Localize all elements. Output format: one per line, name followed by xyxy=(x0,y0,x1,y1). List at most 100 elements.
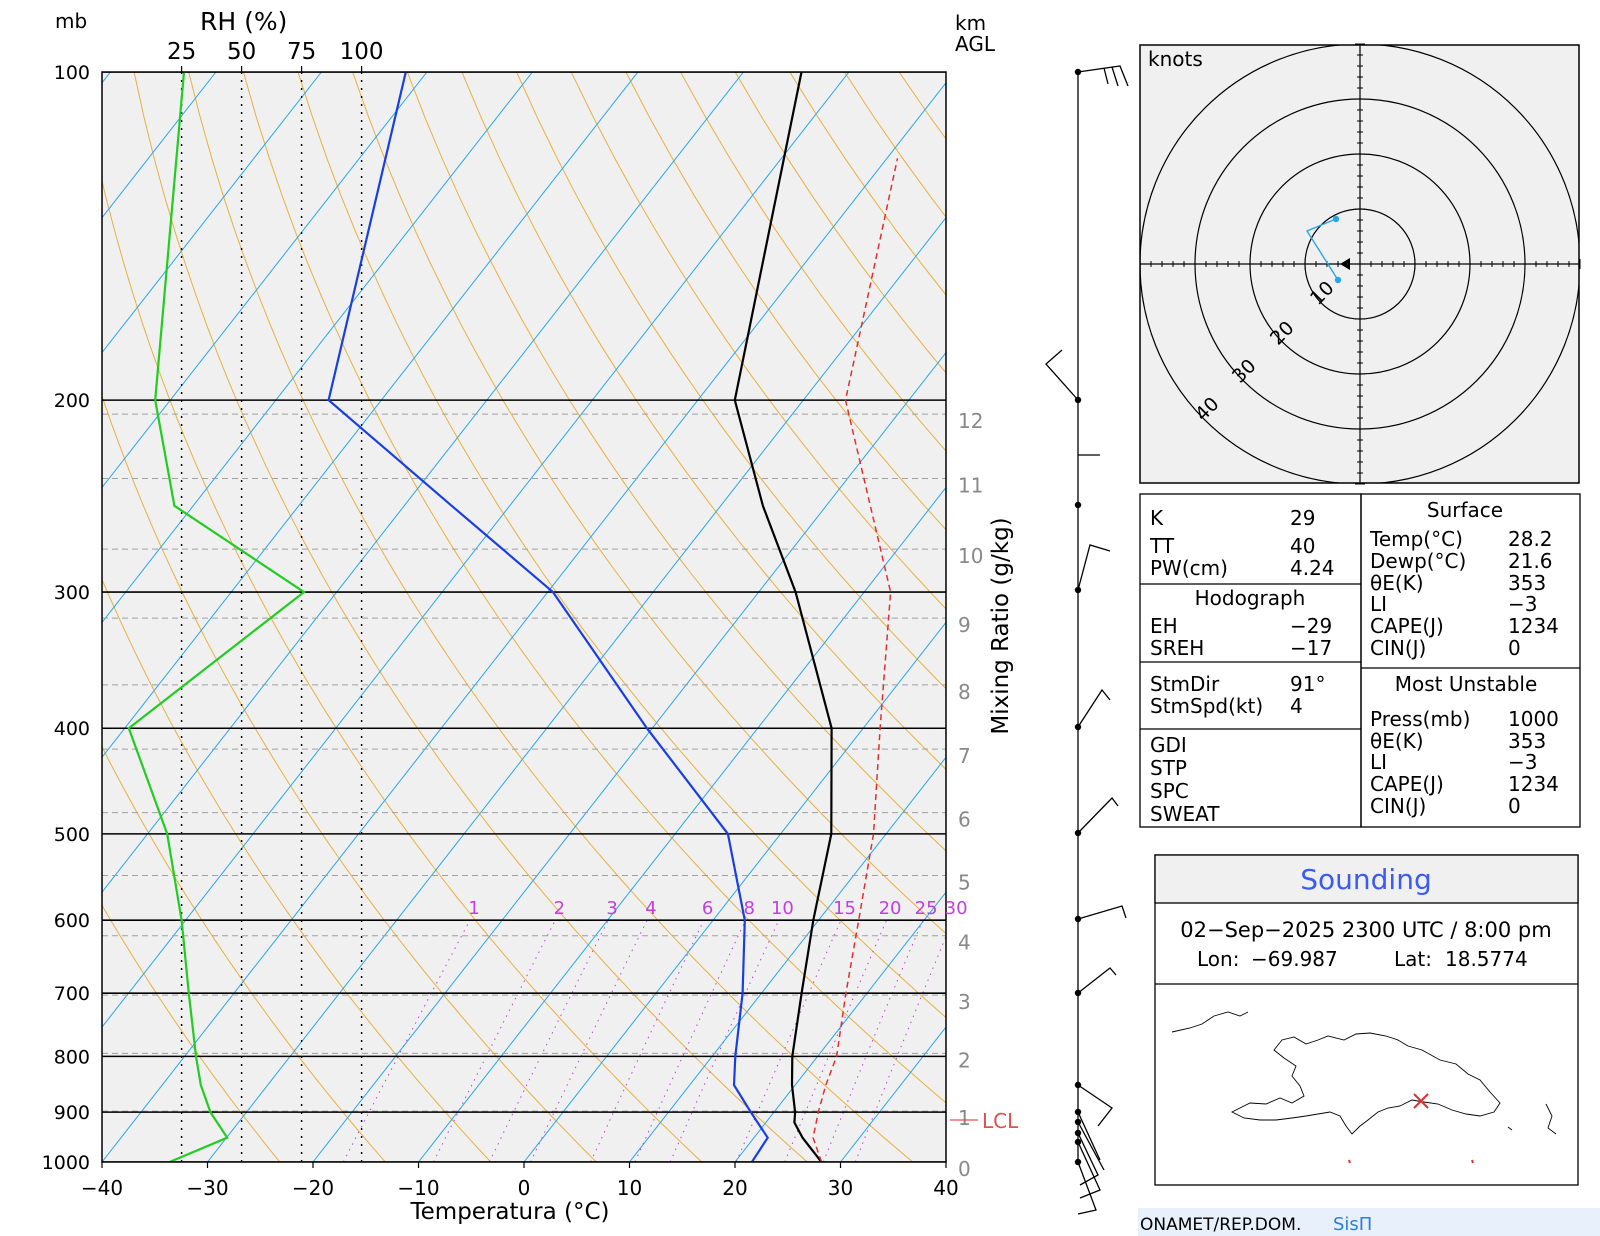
mixing-ratio-label: 15 xyxy=(833,898,856,919)
mu-label-thetae: θE(K) xyxy=(1370,729,1424,753)
hodograph-panel: knots 10 20 30 40 xyxy=(1139,43,1581,485)
x-tick-label: 10 xyxy=(617,1176,642,1200)
dry-adiabat xyxy=(570,72,946,610)
lon-label: Lon: xyxy=(1197,947,1239,971)
isotherm xyxy=(734,891,946,1162)
hispaniola-map xyxy=(1171,1011,1557,1135)
mixing-ratio-label: 20 xyxy=(879,898,902,919)
isotherm xyxy=(102,72,428,489)
mu-value-cin: 0 xyxy=(1508,794,1521,818)
lcl-label: LCL xyxy=(982,1109,1019,1133)
sounding-info-frame xyxy=(1154,854,1579,1186)
mixing-ratio-label: 10 xyxy=(771,898,794,919)
wind-level-dot xyxy=(1074,723,1082,731)
isotherm xyxy=(102,81,946,1162)
mu-label-cape: CAPE(J) xyxy=(1370,772,1444,796)
skewt-grid xyxy=(102,72,946,1162)
rh-tick-label: 100 xyxy=(340,39,384,65)
index-label-stmspd: StmSpd(kt) xyxy=(1150,694,1263,718)
km-tick-label: 6 xyxy=(958,808,971,832)
isotherm xyxy=(418,486,946,1162)
mixing-ratio-label: 30 xyxy=(945,898,968,919)
dry-adiabat xyxy=(102,578,492,1162)
surface-label-temp: Temp(°C) xyxy=(1369,527,1463,551)
x-tick-label: 40 xyxy=(933,1176,958,1200)
dry-adiabat xyxy=(352,72,946,935)
map-red-mark xyxy=(1348,1159,1351,1164)
skewt-series xyxy=(127,72,899,1162)
footer: ONAMET/REP.DOM. SisΠ xyxy=(1138,1208,1600,1236)
sounding-datetime: 02−Sep−2025 2300 UTC / 8:00 pm xyxy=(1180,918,1551,942)
lat-label: Lat: xyxy=(1394,947,1432,971)
sounding-profile-line xyxy=(733,72,833,1162)
isotherm xyxy=(629,756,946,1162)
wind-level-dot xyxy=(1074,915,1082,923)
dry-adiabat xyxy=(102,178,703,1162)
surface-label-cin: CIN(J) xyxy=(1370,636,1426,660)
km-tick-label: 3 xyxy=(958,990,971,1014)
km-tick-label: 2 xyxy=(958,1048,971,1072)
wind-barb xyxy=(1077,1111,1101,1161)
dry-adiabat xyxy=(242,72,946,1104)
wind-barb xyxy=(1045,349,1079,401)
isotherm xyxy=(523,621,946,1162)
x-tick-label: −40 xyxy=(81,1176,123,1200)
hodograph-units-label: knots xyxy=(1148,47,1203,71)
dry-adiabat xyxy=(102,394,597,1162)
index-label-sweat: SWEAT xyxy=(1150,802,1220,826)
index-label-k: K xyxy=(1150,506,1164,530)
storm-motion-marker xyxy=(1340,258,1350,270)
hodograph-point xyxy=(1334,276,1342,284)
plot-background xyxy=(102,72,946,1162)
mixing-ratio-label: 8 xyxy=(744,898,755,919)
mixing-ratio-label: 1 xyxy=(468,898,479,919)
pressure-tick-label: 1000 xyxy=(42,1152,90,1174)
surface-value-temp: 28.2 xyxy=(1508,527,1553,551)
wind-level-dot xyxy=(1074,1081,1082,1089)
isotherm xyxy=(312,351,946,1162)
map-red-mark xyxy=(1471,1159,1474,1164)
isotherm xyxy=(207,216,946,1162)
index-value-k: 29 xyxy=(1290,506,1315,530)
pressure-tick-label: 900 xyxy=(54,1102,90,1124)
mixing-ratio-label: 4 xyxy=(645,898,656,919)
hodograph-ticks xyxy=(1139,43,1581,485)
surface-label-thetae: θE(K) xyxy=(1370,571,1424,595)
index-value-pw: 4.24 xyxy=(1290,556,1335,580)
surface-value-cape: 1234 xyxy=(1508,614,1559,638)
wind-level-dot xyxy=(1074,1129,1082,1137)
location-marker xyxy=(1413,1093,1429,1109)
dry-adiabat xyxy=(102,745,386,1162)
dry-adiabat xyxy=(461,72,946,771)
index-value-stmspd: 4 xyxy=(1290,694,1303,718)
lat-value: 18.5774 xyxy=(1445,947,1528,971)
isotherm xyxy=(102,72,744,894)
wind-barb xyxy=(1077,1084,1113,1127)
footer-brand: SisΠ xyxy=(1333,1214,1372,1235)
x-tick-label: −10 xyxy=(397,1176,439,1200)
surface-value-thetae: 353 xyxy=(1508,571,1546,595)
pressure-tick-label: 300 xyxy=(54,582,90,604)
km-label: km xyxy=(955,11,986,35)
wind-level-dot xyxy=(1074,501,1082,509)
hodograph-point xyxy=(1332,215,1340,223)
wind-barb xyxy=(1077,65,1129,87)
mixing-ratio-line xyxy=(784,920,888,1162)
wind-level-dot xyxy=(1074,989,1082,997)
dry-adiabat xyxy=(297,72,946,1019)
index-label-pw: PW(cm) xyxy=(1150,556,1228,580)
x-tick-label: 30 xyxy=(828,1176,853,1200)
mixing-ratio-label: 3 xyxy=(606,898,617,919)
surface-value-li: −3 xyxy=(1508,592,1537,616)
wind-level-dot xyxy=(1074,586,1082,594)
surface-label-cape: CAPE(J) xyxy=(1370,614,1444,638)
isotherm xyxy=(102,72,850,1028)
wind-barb xyxy=(1077,797,1119,834)
wind-barb xyxy=(1077,1161,1097,1215)
pressure-tick-label: 600 xyxy=(54,910,90,932)
indices-right-box xyxy=(1360,493,1581,828)
mu-value-li: −3 xyxy=(1508,750,1537,774)
hodograph-section-header: Hodograph xyxy=(1195,586,1306,610)
